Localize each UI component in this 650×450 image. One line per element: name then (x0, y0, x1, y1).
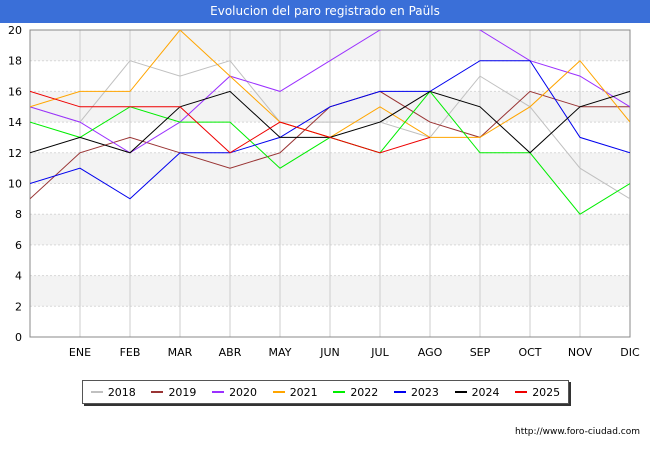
legend-label: 2019 (168, 385, 197, 399)
legend-item-2024: 2024 (454, 385, 500, 399)
legend-item-2023: 2023 (393, 385, 439, 399)
source-url: http://www.foro-ciudad.com (515, 427, 640, 437)
y-tick-label: 8 (15, 208, 22, 221)
legend-item-2021: 2021 (272, 385, 318, 399)
legend-label: 2025 (532, 385, 561, 399)
legend-swatch (333, 391, 346, 393)
legend-swatch (454, 391, 467, 393)
legend-swatch (151, 391, 164, 393)
y-tick-label: 10 (8, 178, 22, 191)
x-tick-label: AGO (418, 346, 443, 359)
x-tick-label: SEP (470, 346, 491, 359)
legend-item-2022: 2022 (333, 386, 378, 399)
x-tick-label: OCT (518, 346, 541, 359)
legend-label: 2020 (229, 385, 258, 399)
x-tick-label: JUN (319, 346, 340, 359)
legend-label: 2021 (289, 385, 318, 399)
y-tick-label: 4 (15, 270, 22, 283)
series-line-2023 (30, 60, 630, 200)
legend-label: 2022 (350, 385, 379, 399)
y-tick-label: 6 (15, 239, 22, 252)
x-tick-label: ABR (219, 346, 242, 359)
x-tick-label: FEB (120, 346, 141, 359)
x-tick-label: ENE (69, 346, 91, 359)
chart-legend: 2018 2019 2020 2021 2022 2023 2024 2025 (82, 380, 569, 404)
y-tick-label: 20 (8, 24, 22, 37)
legend-item-2020: 2020 (212, 386, 257, 399)
x-tick-label: MAY (269, 346, 292, 359)
legend-label: 2023 (410, 385, 439, 399)
y-tick-label: 14 (8, 116, 22, 129)
chart-title: Evolucion del paro registrado en Paüls (0, 0, 650, 23)
series-line-2025 (30, 90, 431, 154)
x-tick-label: DIC (620, 346, 640, 359)
legend-item-2019: 2019 (151, 386, 196, 399)
legend-item-2025: 2025 (515, 386, 560, 399)
y-tick-label: 0 (15, 331, 22, 344)
x-tick-label: MAR (168, 346, 193, 359)
y-tick-label: 12 (8, 147, 22, 160)
legend-swatch (393, 391, 406, 393)
y-tick-label: 16 (8, 85, 22, 98)
legend-label: 2018 (107, 385, 136, 399)
y-tick-label: 2 (15, 300, 22, 313)
x-tick-label: NOV (568, 346, 593, 359)
legend-label: 2024 (471, 385, 500, 399)
legend-swatch (515, 391, 528, 393)
x-tick-label: JUL (370, 346, 389, 359)
legend-item-2018: 2018 (90, 385, 136, 399)
legend-swatch (212, 391, 225, 393)
y-tick-label: 18 (8, 55, 22, 68)
legend-swatch (90, 391, 103, 393)
legend-swatch (272, 391, 285, 393)
